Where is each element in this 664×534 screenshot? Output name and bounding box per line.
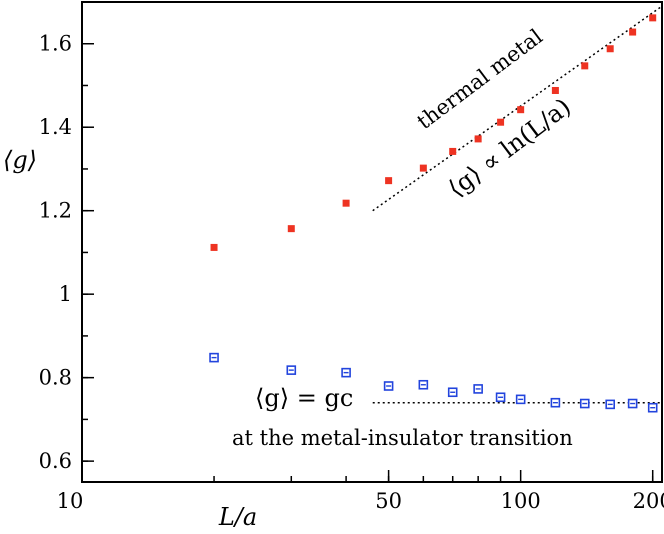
axes-frame — [81, 1, 663, 483]
y-axis-ticks: 0.6 0.8 1 1.2 1.4 1.6 — [39, 32, 94, 473]
x-tick-label: 50 — [375, 489, 402, 513]
critical-data-point — [341, 367, 351, 378]
metal-data-point — [449, 147, 457, 155]
x-axis-label: L/a — [218, 503, 257, 531]
critical-note: at the metal-insulator transition — [232, 426, 573, 450]
metal-data-point — [517, 106, 525, 114]
critical-formula: ⟨g⟩ = gc — [255, 384, 353, 412]
y-tick-label: 0.8 — [39, 366, 72, 390]
critical-data-point — [627, 398, 638, 409]
plot-frame — [81, 1, 663, 483]
metal-data-point — [649, 14, 657, 22]
x-tick-label: 100 — [501, 489, 541, 513]
metal-data-point — [551, 86, 559, 94]
metal-fit-line — [372, 5, 663, 212]
y-tick-label: 1.2 — [39, 199, 72, 223]
critical-data-point — [515, 394, 526, 405]
critical-data-point — [647, 402, 658, 413]
y-tick-label: 0.6 — [39, 449, 72, 473]
critical-data-point — [550, 397, 561, 408]
critical-data-point — [286, 365, 297, 375]
metal-formula: ⟨g⟩ ∝ ln(L/a) — [443, 93, 576, 203]
critical-data-point — [473, 384, 483, 394]
metal-data-point — [419, 164, 427, 172]
y-axis-label: ⟨g⟩ — [3, 146, 37, 174]
critical-data-point — [383, 381, 394, 391]
metal-data-point — [606, 45, 614, 53]
critical-data-point — [209, 352, 219, 363]
metal-data-point — [342, 199, 350, 207]
critical-data-point — [495, 392, 506, 403]
y-tick-label: 1.6 — [39, 32, 72, 56]
critical-data-point — [605, 399, 615, 410]
critical-data-point — [579, 398, 590, 409]
critical-data-point — [418, 379, 429, 390]
critical-data-point — [447, 387, 458, 398]
metal-data-point — [497, 118, 505, 126]
metal-data-point — [385, 177, 393, 185]
metal-data-point — [474, 135, 482, 143]
metal-data-point — [629, 28, 637, 36]
y-tick-label: 1 — [59, 282, 72, 306]
x-axis-ticks: 10 50 100 200 — [57, 470, 664, 513]
y-tick-label: 1.4 — [39, 115, 72, 139]
metal-data-point — [287, 225, 295, 233]
data-points — [209, 14, 658, 413]
x-tick-label: 200 — [633, 489, 664, 513]
x-tick-label: 10 — [57, 489, 84, 513]
metal-data-point — [581, 62, 589, 70]
metal-data-point — [210, 243, 218, 251]
